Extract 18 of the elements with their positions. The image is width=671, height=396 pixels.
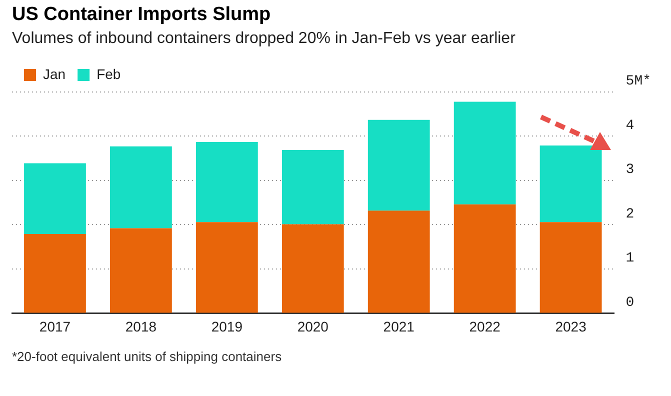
y-tick-label: 1 — [626, 250, 634, 267]
y-tick-label: 0 — [626, 294, 634, 311]
y-tick-label: 2 — [626, 206, 634, 222]
text: *20-foot equivalent units of shipping containers — [12, 348, 282, 365]
x-tick-label: 2023 — [555, 318, 587, 334]
chart-title: US Container Imports Slump — [12, 4, 271, 26]
y-tick-label: 3 — [626, 162, 634, 178]
x-tick-label: 2019 — [211, 318, 243, 334]
y-tick-label: 5M* — [626, 74, 652, 90]
y-tick-label: 4 — [626, 118, 634, 134]
x-tick-label: 2022 — [469, 318, 501, 334]
chart-subtitle: Volumes of inbound containers dropped 20% in Jan-Feb vs year earlier — [12, 30, 516, 48]
x-tick-label: 2021 — [383, 318, 415, 334]
x-tick-label: 2017 — [39, 318, 71, 334]
x-tick-label: 2020 — [297, 318, 329, 334]
legend-label: Feb — [96, 66, 121, 82]
x-tick-label: 2018 — [125, 318, 157, 334]
legend-label: Jan — [43, 66, 66, 82]
